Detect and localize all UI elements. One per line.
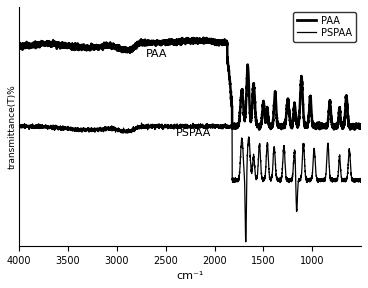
PSPAA [17,126,21,129]
PSPAA [139,121,144,125]
PAA [17,44,21,48]
PSPAA [148,126,152,129]
PSPAA [359,178,363,182]
PSPAA [272,148,277,151]
PAA [201,36,206,39]
X-axis label: cm⁻¹: cm⁻¹ [176,271,204,281]
PSPAA [79,128,84,131]
Text: PSPAA: PSPAA [176,128,211,138]
PAA [298,93,302,97]
PAA [79,47,84,50]
PSPAA [244,240,248,244]
PAA [239,88,244,92]
Line: PAA: PAA [19,38,361,130]
PAA [148,40,152,43]
PSPAA [222,125,226,129]
PAA [359,127,363,130]
PAA [257,128,261,131]
Text: PAA: PAA [146,49,168,59]
Y-axis label: transmittance(T)%: transmittance(T)% [7,84,17,169]
PSPAA [239,138,244,141]
PAA [272,99,277,103]
PAA [222,40,226,43]
Legend: PAA, PSPAA: PAA, PSPAA [293,12,356,41]
PSPAA [298,178,302,182]
Line: PSPAA: PSPAA [19,123,361,242]
